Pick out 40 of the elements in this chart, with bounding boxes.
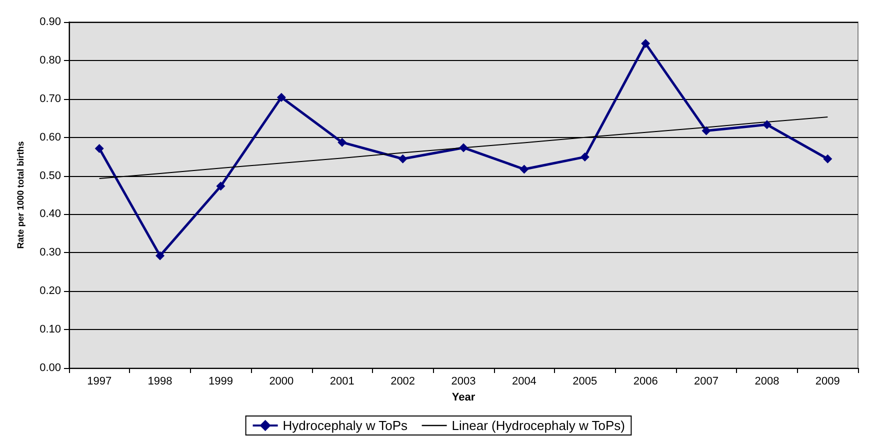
point — [580, 152, 590, 162]
y-tick-label: 0.90 — [40, 16, 61, 28]
legend-label: Hydrocephaly w ToPs — [282, 418, 408, 433]
point — [156, 251, 165, 260]
y-tick-label: 0.80 — [40, 54, 61, 66]
point — [398, 154, 408, 164]
y-tick-label: 0.00 — [40, 362, 61, 374]
point — [762, 120, 772, 130]
y-tick-label: 0.40 — [40, 208, 61, 220]
point — [823, 154, 832, 164]
point — [276, 92, 286, 102]
point — [216, 182, 226, 191]
x-tick-label: 2003 — [451, 376, 476, 388]
x-tick-label: 2001 — [330, 376, 354, 388]
point — [520, 164, 529, 174]
x-tick-label: 1999 — [208, 376, 233, 388]
x-tick-label: 2004 — [512, 376, 536, 388]
x-tick-label: 2007 — [694, 376, 719, 388]
x-tick-label: 2000 — [269, 376, 294, 388]
x-axis-title: Year — [452, 392, 476, 404]
point — [338, 138, 347, 147]
x-tick-label: 2006 — [633, 376, 658, 388]
legend-label: Linear (Hydrocephaly w ToPs) — [452, 418, 625, 433]
x-tick-label: 2005 — [572, 376, 598, 388]
y-tick-label: 0.50 — [40, 170, 61, 182]
point — [702, 126, 711, 136]
x-tick-label: 1998 — [148, 376, 172, 388]
y-tick-label: 0.60 — [40, 131, 61, 144]
point — [641, 39, 650, 48]
y-tick-label: 0.70 — [40, 92, 61, 105]
y-tick-label: 0.20 — [40, 285, 61, 298]
y-tick-label: 0.30 — [40, 246, 61, 259]
x-tick-label: 2009 — [815, 376, 840, 388]
y-tick-label: 0.10 — [40, 324, 61, 336]
point — [94, 144, 104, 153]
x-tick-label: 2002 — [390, 376, 416, 388]
x-tick-label: 1997 — [87, 376, 112, 388]
y-axis-title: Rate per 1000 total births — [16, 141, 26, 249]
x-tick-label: 2008 — [754, 376, 780, 388]
point — [459, 143, 468, 152]
